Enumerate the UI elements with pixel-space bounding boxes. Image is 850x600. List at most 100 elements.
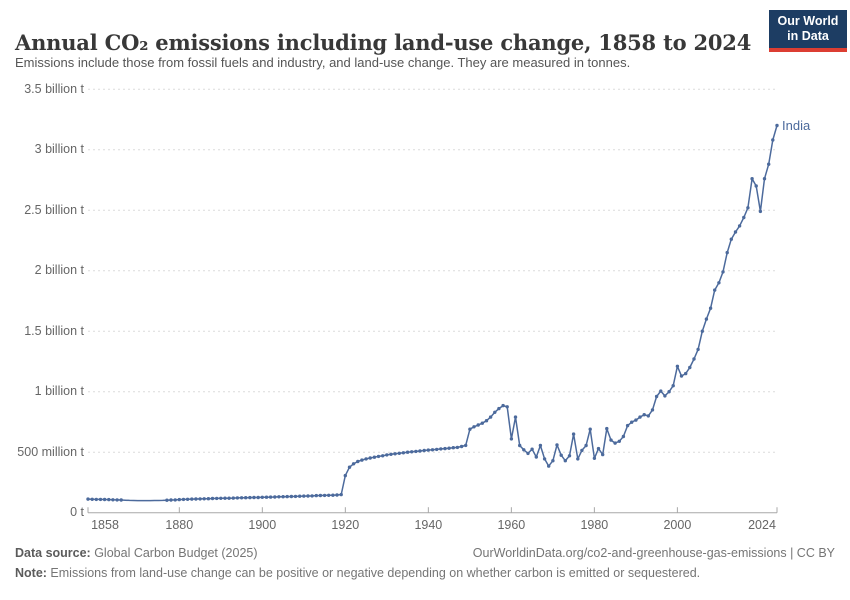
data-point (576, 457, 580, 461)
data-point (650, 408, 655, 412)
data-point (654, 394, 659, 399)
owid-logo[interactable]: Our World in Data (769, 10, 847, 52)
data-point (522, 448, 526, 452)
data-point (368, 456, 372, 460)
data-point (455, 445, 460, 450)
x-axis-label-2000: 2000 (663, 518, 692, 532)
x-axis-label-1960: 1960 (497, 518, 526, 532)
data-point (285, 494, 289, 499)
series-entity-label[interactable]: India (782, 117, 811, 133)
emissions-line (87, 124, 778, 502)
data-point (497, 406, 501, 411)
data-point (708, 306, 713, 310)
data-point (185, 497, 190, 501)
owid-logo-line1: Our World (777, 14, 839, 28)
data-point (667, 390, 671, 394)
chart-footer: Data source: Global Carbon Budget (2025)… (15, 546, 835, 580)
data-point (538, 443, 543, 448)
data-point-markers (86, 123, 779, 502)
data-point (646, 414, 650, 418)
data-point (451, 446, 455, 450)
data-point (580, 448, 584, 453)
data-point (679, 374, 684, 378)
data-point (634, 418, 638, 422)
note-label: Note: (15, 566, 47, 580)
data-point (526, 451, 530, 456)
data-point (289, 494, 294, 499)
data-point (401, 451, 406, 455)
data-point (704, 317, 709, 321)
data-point (588, 427, 592, 431)
data-point (613, 441, 617, 445)
data-point (696, 347, 700, 352)
y-axis-label-1000: 1 billion t (34, 384, 84, 399)
y-axis-label-0: 0 t (70, 505, 84, 520)
data-point (617, 439, 621, 443)
data-point (642, 413, 646, 417)
data-point (215, 496, 219, 501)
data-point (476, 423, 480, 427)
data-point (111, 498, 115, 502)
data-point (559, 453, 563, 457)
data-point (505, 405, 509, 409)
data-point (343, 473, 347, 478)
data-point (219, 496, 223, 500)
data-point (393, 452, 397, 456)
data-point (555, 443, 559, 447)
data-point (335, 493, 339, 497)
data-point (194, 497, 198, 501)
x-axis-label-1920: 1920 (331, 518, 360, 532)
data-point (439, 447, 443, 451)
data-point (90, 497, 94, 501)
data-point (435, 447, 439, 452)
data-point (86, 497, 90, 501)
page-title: Annual CO₂ emissions including land-use … (15, 30, 752, 56)
data-point (609, 438, 613, 442)
data-point (605, 426, 609, 431)
data-point (621, 434, 626, 439)
data-point (173, 498, 177, 502)
data-point (119, 498, 123, 502)
data-point (389, 452, 393, 456)
data-point (480, 421, 484, 425)
data-point (306, 494, 310, 498)
data-point (372, 455, 377, 459)
y-axis-label-1500: 1.5 billion t (24, 323, 84, 338)
data-point (484, 419, 489, 423)
y-axis-label-3500: 3.5 billion t (24, 81, 84, 96)
y-axis-label-2500: 2.5 billion t (24, 202, 84, 217)
owid-url-link[interactable]: OurWorldinData.org/co2-and-greenhouse-ga… (472, 546, 787, 560)
data-point (459, 444, 464, 449)
data-point (210, 496, 215, 501)
x-axis-label-1980: 1980 (580, 518, 609, 532)
data-point (584, 443, 588, 448)
data-point (268, 495, 273, 499)
data-point (468, 427, 472, 431)
data-point (725, 250, 729, 255)
data-point (235, 496, 240, 500)
data-point (426, 448, 430, 452)
data-point (472, 425, 476, 429)
data-point (107, 497, 111, 502)
data-point (231, 496, 235, 500)
data-point (385, 453, 389, 457)
data-point (688, 365, 692, 370)
y-axis-label-2000: 2 billion t (34, 263, 84, 278)
data-point (310, 494, 314, 498)
x-axis-label-1858: 1858 (91, 518, 119, 532)
data-point (746, 206, 750, 210)
data-point (775, 123, 779, 128)
data-point (737, 224, 742, 228)
data-point (405, 450, 410, 454)
data-point (381, 454, 385, 458)
data-point (339, 492, 343, 497)
data-point (422, 448, 426, 453)
data-point (397, 451, 401, 455)
data-point (518, 443, 522, 448)
data-point (260, 495, 264, 499)
data-point (190, 497, 194, 501)
data-point (659, 389, 663, 393)
data-source-label: Data source: (15, 546, 91, 560)
chart-subtitle: Emissions include those from fossil fuel… (15, 55, 631, 70)
data-point (418, 449, 422, 453)
